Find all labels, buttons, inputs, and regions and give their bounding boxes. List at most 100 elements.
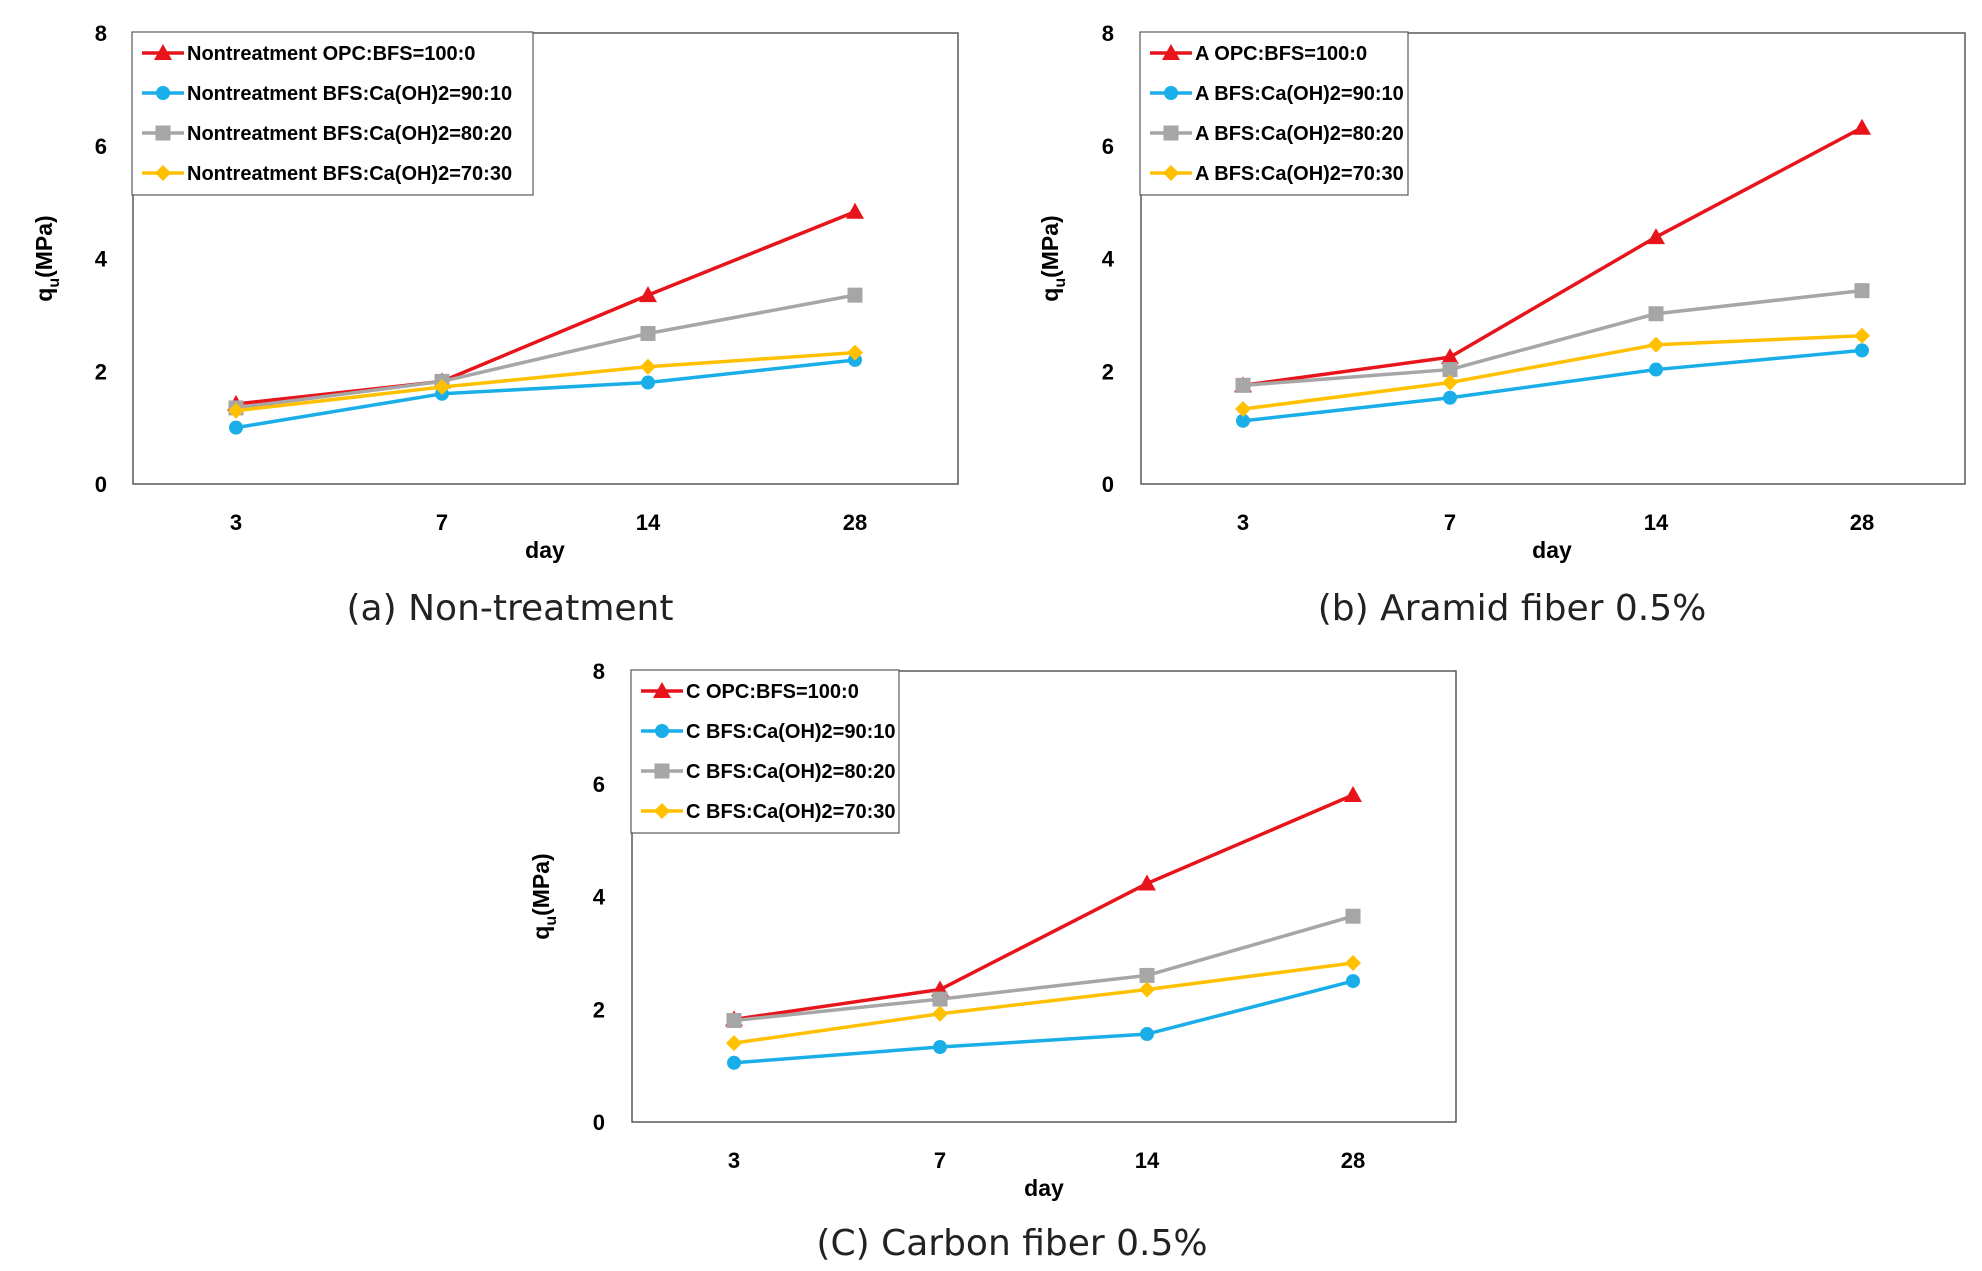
y-tick-label: 0 <box>1102 472 1114 497</box>
data-point <box>847 344 863 361</box>
data-point <box>640 358 656 375</box>
y-axis-label-subscript: u <box>46 278 63 288</box>
y-tick-label: 8 <box>95 21 107 46</box>
x-tick-label: 28 <box>1850 510 1874 535</box>
series-line <box>235 358 856 430</box>
series-3 <box>1235 283 1870 393</box>
y-axis-label: qu(MPa) <box>528 853 560 939</box>
data-point <box>1853 118 1871 135</box>
x-tick-label: 14 <box>1135 1148 1160 1173</box>
legend-marker <box>1163 165 1179 181</box>
series-line <box>1242 333 1863 411</box>
data-point <box>1236 413 1250 428</box>
y-tick-label: 2 <box>95 359 107 384</box>
legend-marker <box>1162 44 1180 60</box>
legend-label: A BFS:Ca(OH)2=70:30 <box>1195 163 1404 185</box>
x-tick-label: 7 <box>1444 510 1456 535</box>
y-tick-label: 0 <box>95 472 107 497</box>
chart-panel-2: 0 2 4 6 8 3 7 14 28 day qu(MPa) A OPC:BFS=100:0 A BF… <box>1037 21 1966 629</box>
x-axis-label: day <box>1532 537 1572 563</box>
y-tick-label: 4 <box>1102 247 1115 272</box>
chart-caption: (b) Aramid fiber 0.5% <box>1318 588 1707 629</box>
data-point <box>1648 336 1664 353</box>
series-4 <box>726 955 1361 1052</box>
data-point <box>1139 967 1155 983</box>
data-point <box>933 1040 947 1055</box>
x-tick-label: 28 <box>1341 1148 1365 1173</box>
series-line <box>733 961 1354 1045</box>
series-2 <box>727 974 1360 1070</box>
series-1 <box>227 202 864 411</box>
data-point <box>228 402 244 419</box>
x-tick-label: 14 <box>636 510 661 535</box>
y-axis-label-main: q <box>528 926 554 940</box>
legend-label: Nontreatment BFS:Ca(OH)2=70:30 <box>187 163 512 185</box>
data-point <box>1138 874 1156 891</box>
data-point <box>846 202 864 219</box>
y-axis-label-unit: (MPa) <box>31 215 57 278</box>
data-point <box>641 375 655 390</box>
chart-panel-3: 0 2 4 6 8 3 7 14 28 day qu(MPa) C OPC:BFS=100:0 C BF… <box>528 659 1457 1264</box>
plot-area <box>1140 32 1966 485</box>
legend-label: A BFS:Ca(OH)2=90:10 <box>1195 83 1404 105</box>
y-tick-label: 8 <box>1102 21 1114 46</box>
series-4 <box>228 344 863 419</box>
data-point <box>1235 401 1251 418</box>
data-point <box>1140 1027 1154 1042</box>
y-tick-label: 2 <box>593 997 605 1022</box>
y-tick-label: 6 <box>593 772 605 797</box>
legend: C OPC:BFS=100:0 C BFS:Ca(OH)2=90:10 C BFS:… <box>630 669 900 834</box>
legend-label: Nontreatment BFS:Ca(OH)2=90:10 <box>187 83 512 105</box>
data-point <box>1235 377 1251 393</box>
y-axis-label: qu(MPa) <box>1037 215 1069 301</box>
data-point <box>1854 283 1870 299</box>
data-point <box>726 1035 742 1052</box>
y-tick-label: 6 <box>1102 134 1114 159</box>
plot-area <box>631 670 1457 1123</box>
data-point <box>1441 348 1459 365</box>
y-axis-label-subscript: u <box>543 916 560 926</box>
data-point <box>1648 306 1664 322</box>
series-2 <box>1236 343 1869 428</box>
y-tick-label: 8 <box>593 659 605 684</box>
legend-label: C BFS:Ca(OH)2=80:20 <box>686 761 896 783</box>
legend-label: C BFS:Ca(OH)2=70:30 <box>686 801 896 823</box>
legend-box <box>630 669 900 834</box>
data-point <box>1442 362 1458 378</box>
legend-label: C BFS:Ca(OH)2=90:10 <box>686 721 896 743</box>
x-tick-label: 3 <box>728 1148 740 1173</box>
data-point <box>1345 908 1361 924</box>
legend-marker <box>156 86 170 100</box>
x-axis-label: day <box>1024 1175 1064 1201</box>
data-point <box>1344 786 1362 803</box>
y-tick-label: 4 <box>95 247 108 272</box>
x-tick-label: 7 <box>436 510 448 535</box>
legend-box <box>1139 31 1409 196</box>
data-point <box>1854 327 1870 344</box>
legend-label: Nontreatment OPC:BFS=100:0 <box>187 43 475 65</box>
data-point <box>1345 955 1361 972</box>
series-line <box>733 793 1354 1022</box>
legend-box <box>131 31 534 196</box>
data-point <box>847 287 863 303</box>
x-tick-label: 14 <box>1644 510 1669 535</box>
data-point <box>1139 981 1155 998</box>
x-tick-label: 7 <box>934 1148 946 1173</box>
chart-caption: (a) Non-treatment <box>347 588 674 629</box>
legend-label: Nontreatment BFS:Ca(OH)2=80:20 <box>187 123 512 145</box>
y-axis-label-main: q <box>31 288 57 302</box>
series-line <box>733 979 1354 1065</box>
x-axis-label: day <box>525 537 565 563</box>
data-point <box>932 991 948 1007</box>
series-3 <box>228 287 863 416</box>
series-line <box>1242 348 1863 423</box>
data-point <box>1649 362 1663 377</box>
y-tick-label: 2 <box>1102 359 1114 384</box>
legend-marker <box>1163 125 1179 141</box>
legend-marker <box>655 724 669 738</box>
x-tick-label: 28 <box>843 510 867 535</box>
legend-label: A BFS:Ca(OH)2=80:20 <box>1195 123 1404 145</box>
series-line <box>235 210 856 406</box>
series-line <box>235 350 856 413</box>
